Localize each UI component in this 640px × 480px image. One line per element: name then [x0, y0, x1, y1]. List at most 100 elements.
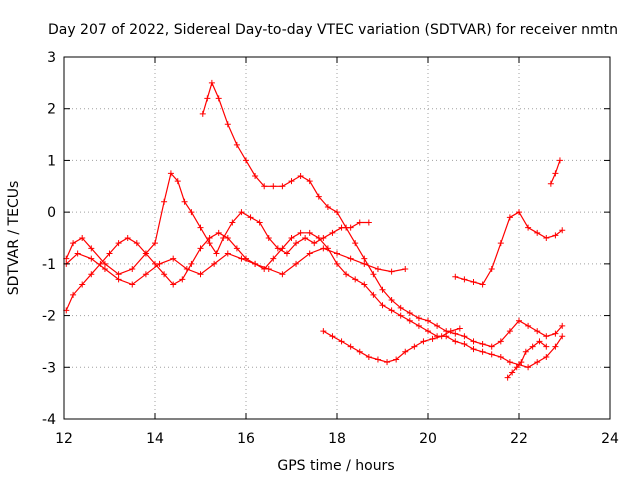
- data-point: [506, 328, 513, 335]
- y-tick-label: -3: [42, 360, 56, 376]
- data-point: [402, 348, 409, 355]
- data-point: [233, 245, 240, 252]
- data-point: [88, 255, 95, 262]
- chart-title: Day 207 of 2022, Sidereal Day-to-day VTE…: [48, 22, 618, 38]
- data-point: [306, 250, 313, 257]
- data-point: [324, 203, 331, 210]
- y-axis-label: SDTVAR / TECUs: [6, 181, 22, 296]
- data-point: [388, 268, 395, 275]
- data-point: [534, 229, 541, 236]
- x-tick-label: 16: [237, 431, 255, 447]
- data-point: [88, 245, 95, 252]
- data-point: [181, 198, 188, 205]
- data-point: [224, 121, 231, 128]
- data-point: [559, 333, 566, 340]
- data-point: [329, 333, 336, 340]
- data-point: [534, 328, 541, 335]
- data-point: [365, 353, 372, 360]
- data-point: [452, 330, 459, 337]
- data-point: [356, 219, 363, 226]
- x-tick-label: 24: [601, 431, 619, 447]
- series-track-f: [452, 209, 566, 288]
- data-point: [311, 240, 318, 247]
- data-point: [265, 235, 272, 241]
- data-point: [88, 271, 95, 278]
- data-point: [552, 330, 559, 337]
- data-point: [379, 286, 386, 293]
- y-tick-label: 2: [47, 102, 56, 118]
- data-point: [270, 255, 277, 262]
- data-point: [397, 304, 404, 311]
- y-tick-label: -2: [42, 309, 56, 325]
- data-point: [265, 266, 272, 273]
- data-point: [101, 266, 108, 273]
- data-point: [352, 240, 359, 247]
- data-point: [516, 209, 522, 216]
- data-point: [279, 183, 286, 190]
- data-point: [252, 172, 259, 179]
- x-tick-label: 20: [419, 431, 437, 447]
- data-point: [70, 240, 77, 247]
- data-point: [197, 271, 204, 278]
- data-point: [243, 157, 249, 164]
- data-point: [513, 364, 520, 371]
- data-point: [174, 178, 181, 185]
- data-point: [497, 353, 504, 360]
- data-point: [393, 356, 400, 363]
- data-point: [170, 255, 177, 262]
- data-point: [506, 214, 513, 221]
- data-point: [106, 250, 113, 257]
- series-track-d: [199, 79, 566, 350]
- data-point: [406, 317, 413, 324]
- data-point: [133, 240, 140, 247]
- data-point: [197, 224, 204, 231]
- data-point: [211, 260, 218, 267]
- x-tick-label: 14: [146, 431, 164, 447]
- data-point: [156, 260, 163, 267]
- data-point: [279, 245, 286, 252]
- data-point: [488, 343, 495, 350]
- data-point: [261, 183, 268, 190]
- data-point: [79, 281, 86, 288]
- data-point: [256, 219, 263, 226]
- data-point: [374, 356, 381, 363]
- data-point: [115, 240, 122, 247]
- data-point: [238, 209, 245, 216]
- data-point: [115, 271, 122, 278]
- data-point: [297, 229, 304, 236]
- data-point: [74, 250, 81, 257]
- data-point: [379, 302, 386, 309]
- series-line: [202, 81, 563, 348]
- data-point: [283, 250, 290, 257]
- data-point: [197, 245, 204, 252]
- data-point: [559, 322, 566, 329]
- data-point: [142, 271, 149, 278]
- data-point: [124, 235, 131, 241]
- data-point: [522, 348, 529, 355]
- data-point: [343, 224, 350, 231]
- data-point: [338, 338, 345, 345]
- data-point: [559, 227, 566, 234]
- data-point: [229, 219, 236, 226]
- x-axis-label: GPS time / hours: [277, 458, 394, 474]
- series-line: [65, 247, 406, 286]
- data-point: [397, 312, 404, 319]
- data-point: [479, 281, 486, 288]
- x-tick-label: 12: [55, 431, 73, 447]
- data-point: [270, 183, 277, 190]
- data-point: [129, 266, 136, 273]
- data-point: [142, 250, 149, 257]
- series-line: [65, 232, 563, 368]
- data-point: [306, 229, 313, 236]
- data-point: [315, 235, 322, 241]
- data-point: [361, 281, 368, 288]
- data-point: [224, 250, 231, 257]
- y-tick-label: -1: [42, 257, 56, 273]
- data-point: [543, 353, 550, 360]
- data-point: [297, 172, 304, 179]
- data-point: [479, 341, 486, 348]
- data-point: [252, 260, 259, 267]
- data-point: [361, 255, 368, 262]
- data-point: [352, 276, 359, 283]
- data-point: [461, 333, 468, 340]
